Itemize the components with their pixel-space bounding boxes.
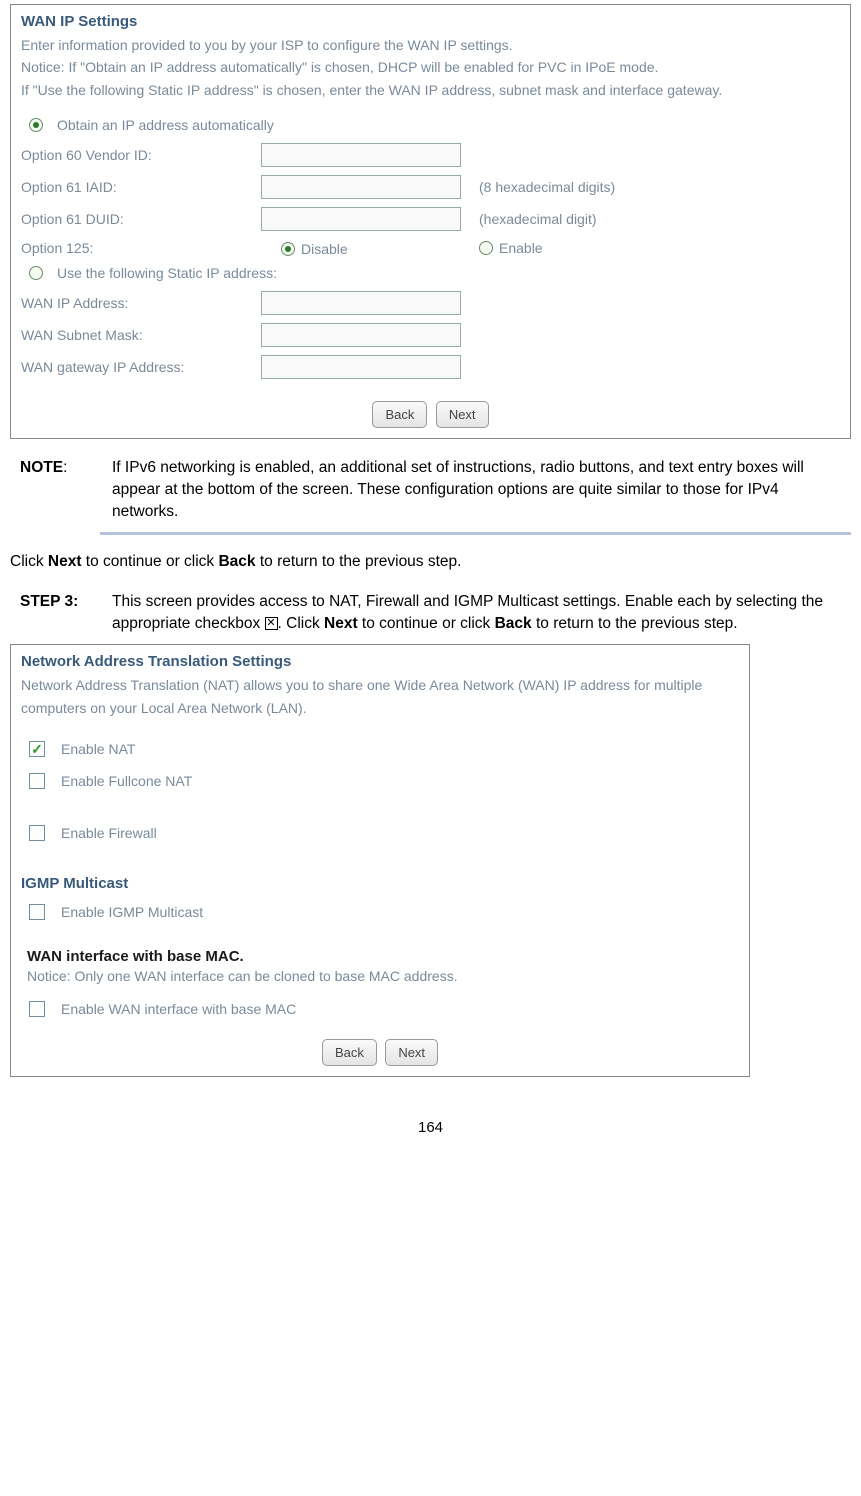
panel2-next-button[interactable]: Next <box>385 1039 438 1066</box>
panel1-form: Obtain an IP address automatically Optio… <box>11 107 850 393</box>
opt125-enable-row[interactable]: Enable <box>461 240 543 256</box>
enable-wan-mac-label: Enable WAN interface with base MAC <box>61 1001 296 1017</box>
igmp-title: IGMP Multicast <box>11 849 749 896</box>
panel1-desc: Enter information provided to you by you… <box>11 34 850 107</box>
opt125-enable-label: Enable <box>499 240 543 256</box>
opt125-row: Option 125: Disable Enable <box>21 235 840 261</box>
panel2-title: Network Address Translation Settings <box>11 645 749 674</box>
wan-ip-row: WAN IP Address: <box>21 287 840 319</box>
enable-igmp-label: Enable IGMP Multicast <box>61 904 203 920</box>
enable-firewall-label: Enable Firewall <box>61 825 157 841</box>
opt125-disable-row[interactable]: Disable <box>281 241 348 257</box>
step3-next: Next <box>324 615 358 632</box>
instr-prefix: Click <box>10 553 48 570</box>
panel2-desc: Network Address Translation (NAT) allows… <box>11 674 749 733</box>
panel1-buttons: Back Next <box>11 393 850 438</box>
enable-fullcone-row[interactable]: Enable Fullcone NAT <box>11 765 749 797</box>
panel1-title: WAN IP Settings <box>11 5 850 34</box>
instr-next: Next <box>48 553 82 570</box>
wan-gw-label: WAN gateway IP Address: <box>21 359 261 375</box>
step3-text-d: to return to the previous step. <box>532 615 738 632</box>
enable-igmp-checkbox[interactable] <box>29 904 45 920</box>
radio-obtain-auto[interactable] <box>29 118 43 132</box>
click-next-instruction: Click Next to continue or click Back to … <box>0 551 861 573</box>
nat-settings-panel: Network Address Translation Settings Net… <box>10 644 750 1077</box>
instr-mid: to continue or click <box>82 553 219 570</box>
panel1-desc-line3: If "Use the following Static IP address"… <box>21 79 840 101</box>
radio-static-row[interactable]: Use the following Static IP address: <box>21 261 840 287</box>
page-number: 164 <box>0 1095 861 1146</box>
wan-ip-input[interactable] <box>261 291 461 315</box>
note-block: NOTE: If IPv6 networking is enabled, an … <box>10 457 851 522</box>
enable-nat-checkbox[interactable] <box>29 741 45 757</box>
step3-label: STEP 3: <box>20 591 112 634</box>
opt61iaid-input[interactable] <box>261 175 461 199</box>
note-body: If IPv6 networking is enabled, an additi… <box>112 457 841 522</box>
wan-mac-notice: Notice: Only one WAN interface can be cl… <box>11 965 749 993</box>
opt125-disable-label: Disable <box>301 241 348 257</box>
enable-wan-mac-checkbox[interactable] <box>29 1001 45 1017</box>
opt60-row: Option 60 Vendor ID: <box>21 139 840 171</box>
note-colon: : <box>63 459 67 476</box>
opt125-enable-radio[interactable] <box>479 241 493 255</box>
enable-igmp-row[interactable]: Enable IGMP Multicast <box>11 896 749 928</box>
step3-block: STEP 3: This screen provides access to N… <box>10 591 851 634</box>
panel2-buttons: Back Next <box>11 1025 749 1076</box>
panel1-back-button[interactable]: Back <box>372 401 427 428</box>
step3-back: Back <box>495 615 532 632</box>
opt61iaid-label: Option 61 IAID: <box>21 179 261 195</box>
note-label-text: NOTE <box>20 459 63 476</box>
panel2-back-button[interactable]: Back <box>322 1039 377 1066</box>
enable-firewall-checkbox[interactable] <box>29 825 45 841</box>
opt125-disable-radio[interactable] <box>281 242 295 256</box>
note-divider <box>100 532 851 535</box>
opt60-label: Option 60 Vendor ID: <box>21 147 261 163</box>
enable-nat-label: Enable NAT <box>61 741 135 757</box>
opt61duid-input[interactable] <box>261 207 461 231</box>
wan-gw-row: WAN gateway IP Address: <box>21 351 840 383</box>
step3-text-c: to continue or click <box>358 615 495 632</box>
radio-static-label: Use the following Static IP address: <box>57 265 277 281</box>
enable-fullcone-label: Enable Fullcone NAT <box>61 773 192 789</box>
panel1-desc-line2: Notice: If "Obtain an IP address automat… <box>21 56 840 78</box>
opt61duid-label: Option 61 DUID: <box>21 211 261 227</box>
opt61duid-hint: (hexadecimal digit) <box>461 211 597 227</box>
wan-ip-label: WAN IP Address: <box>21 295 261 311</box>
instr-back: Back <box>218 553 255 570</box>
radio-static[interactable] <box>29 266 43 280</box>
step3-body: This screen provides access to NAT, Fire… <box>112 591 841 634</box>
wan-mac-title: WAN interface with base MAC. <box>11 928 749 965</box>
enable-nat-row[interactable]: Enable NAT <box>11 733 749 765</box>
panel1-next-button[interactable]: Next <box>436 401 489 428</box>
wan-gw-input[interactable] <box>261 355 461 379</box>
opt61iaid-row: Option 61 IAID: (8 hexadecimal digits) <box>21 171 840 203</box>
enable-firewall-row[interactable]: Enable Firewall <box>11 817 749 849</box>
wan-mask-label: WAN Subnet Mask: <box>21 327 261 343</box>
radio-obtain-auto-row[interactable]: Obtain an IP address automatically <box>21 113 840 139</box>
note-label: NOTE: <box>20 457 112 522</box>
opt60-input[interactable] <box>261 143 461 167</box>
panel1-desc-line1: Enter information provided to you by you… <box>21 34 840 56</box>
wan-mask-row: WAN Subnet Mask: <box>21 319 840 351</box>
wan-ip-settings-panel: WAN IP Settings Enter information provid… <box>10 4 851 439</box>
enable-fullcone-checkbox[interactable] <box>29 773 45 789</box>
opt61duid-row: Option 61 DUID: (hexadecimal digit) <box>21 203 840 235</box>
enable-wan-mac-row[interactable]: Enable WAN interface with base MAC <box>11 993 749 1025</box>
opt61iaid-hint: (8 hexadecimal digits) <box>461 179 615 195</box>
step3-text-b: . Click <box>278 615 325 632</box>
checkbox-glyph-icon: ✕ <box>265 617 278 630</box>
radio-obtain-auto-label: Obtain an IP address automatically <box>57 117 274 133</box>
instr-suffix: to return to the previous step. <box>256 553 462 570</box>
opt125-label: Option 125: <box>21 240 261 256</box>
wan-mask-input[interactable] <box>261 323 461 347</box>
